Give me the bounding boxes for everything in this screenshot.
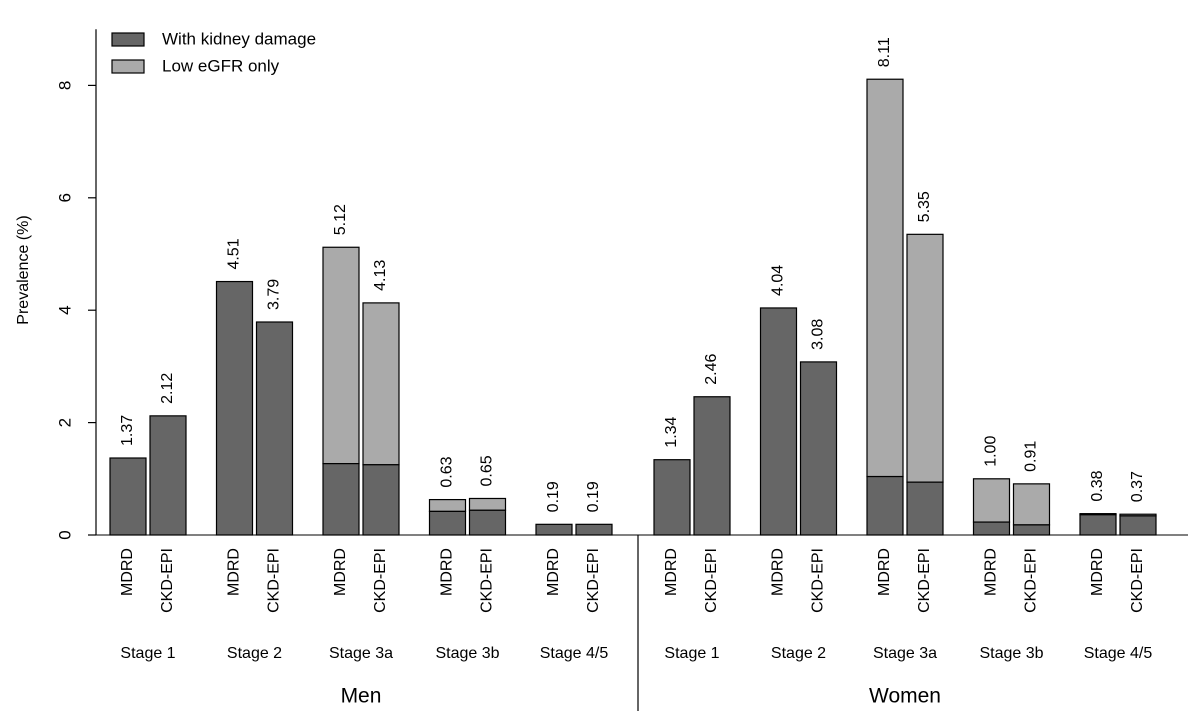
bar-segment-kidney-damage xyxy=(906,481,944,536)
y-tick-label: 0 xyxy=(55,530,74,539)
legend: With kidney damage Low eGFR only xyxy=(111,29,316,75)
stage-label: Stage 3b xyxy=(979,645,1043,662)
bar-segment-low-egfr-only xyxy=(972,478,1011,523)
stage-label: Stage 1 xyxy=(120,645,175,662)
bar-value-label: 0.38 xyxy=(1089,470,1106,501)
method-tick-label: CKD-EPI xyxy=(372,548,389,613)
bar-segment-kidney-damage xyxy=(362,464,400,536)
bar-segment-kidney-damage xyxy=(215,280,254,536)
legend-swatch xyxy=(111,59,145,74)
bar-value-label: 0.91 xyxy=(1023,441,1040,472)
method-tick-label: CKD-EPI xyxy=(703,548,720,613)
method-tick-label: CKD-EPI xyxy=(159,548,176,613)
y-tick-label: 2 xyxy=(55,418,74,427)
method-tick-label: MDRD xyxy=(332,548,349,596)
bar-value-label: 4.04 xyxy=(770,265,787,296)
bar-value-label: 1.00 xyxy=(983,436,1000,467)
bar-segment-kidney-damage xyxy=(1012,524,1051,536)
bar-segment-kidney-damage xyxy=(255,321,294,536)
bar-segment-low-egfr-only xyxy=(362,302,400,466)
bar-value-label: 3.08 xyxy=(810,319,827,350)
bar-segment-kidney-damage xyxy=(428,510,467,536)
stage-label: Stage 2 xyxy=(227,645,282,662)
bars xyxy=(109,78,1157,536)
bar-segment-low-egfr-only xyxy=(428,498,467,512)
group-label: Women xyxy=(869,685,941,708)
stage-label: Stage 3a xyxy=(329,645,393,662)
bar-segment-kidney-damage xyxy=(468,509,507,536)
bar-segment-kidney-damage xyxy=(109,457,147,536)
stage-label: Stage 3b xyxy=(435,645,499,662)
method-tick-label: CKD-EPI xyxy=(1023,548,1040,613)
bar-value-label: 0.37 xyxy=(1129,471,1146,502)
method-tick-label: MDRD xyxy=(876,548,893,596)
legend-label: With kidney damage xyxy=(162,29,316,48)
labels: 1.37 MDRD 2.12 CKD-EPI Stage 1 4.51 MDRD 3.79 CK… xyxy=(119,37,1152,707)
bar-value-label: 0.63 xyxy=(439,456,456,487)
bar-value-label: 2.12 xyxy=(159,373,176,404)
bar-segment-low-egfr-only xyxy=(906,233,944,483)
bar-segment-low-egfr-only xyxy=(866,78,904,478)
bar-segment-kidney-damage xyxy=(535,523,573,536)
bar-value-label: 5.12 xyxy=(332,204,349,235)
bar-value-label: 0.19 xyxy=(545,481,562,512)
stage-label: Stage 3a xyxy=(873,645,937,662)
bar-segment-kidney-damage xyxy=(1119,515,1157,536)
stage-label: Stage 2 xyxy=(771,645,826,662)
method-tick-label: MDRD xyxy=(439,548,456,596)
method-tick-label: MDRD xyxy=(226,548,243,596)
bar-segment-kidney-damage xyxy=(866,475,904,536)
y-axis-label: Prevalence (%) xyxy=(15,215,32,324)
method-tick-label: CKD-EPI xyxy=(810,548,827,613)
bar-segment-kidney-damage xyxy=(759,307,798,536)
method-tick-label: MDRD xyxy=(545,548,562,596)
legend-swatch xyxy=(111,32,145,47)
bar-segment-kidney-damage xyxy=(653,459,691,536)
method-tick-label: MDRD xyxy=(983,548,1000,596)
method-tick-label: MDRD xyxy=(1089,548,1106,596)
method-tick-label: MDRD xyxy=(119,548,136,596)
bar-value-label: 4.13 xyxy=(372,260,389,291)
bar-value-label: 2.46 xyxy=(703,354,720,385)
stage-label: Stage 4/5 xyxy=(1084,645,1153,662)
bar-segment-low-egfr-only xyxy=(1012,483,1051,526)
bar-value-label: 4.51 xyxy=(226,238,243,269)
bar-value-label: 0.65 xyxy=(479,455,496,486)
method-tick-label: CKD-EPI xyxy=(1129,548,1146,613)
bar-value-label: 8.11 xyxy=(876,37,893,67)
bar-value-label: 5.35 xyxy=(916,191,933,222)
bar-segment-kidney-damage xyxy=(149,415,187,536)
bar-value-label: 1.34 xyxy=(663,416,680,447)
y-tick-label: 4 xyxy=(55,305,74,314)
bar-segment-kidney-damage xyxy=(1079,514,1117,536)
method-tick-label: CKD-EPI xyxy=(916,548,933,613)
method-tick-label: MDRD xyxy=(663,548,680,596)
stage-label: Stage 4/5 xyxy=(540,645,609,662)
bar-segment-kidney-damage xyxy=(693,396,731,536)
bar-segment-kidney-damage xyxy=(972,521,1011,536)
bar-value-label: 0.19 xyxy=(585,481,602,512)
method-tick-label: CKD-EPI xyxy=(585,548,602,613)
bar-segment-low-egfr-only xyxy=(322,246,360,465)
bar-segment-kidney-damage xyxy=(799,361,838,536)
bar-value-label: 3.79 xyxy=(266,279,283,310)
bar-value-label: 1.37 xyxy=(119,415,136,446)
method-tick-label: CKD-EPI xyxy=(479,548,496,613)
bar-segment-kidney-damage xyxy=(575,523,613,536)
y-tick-label: 8 xyxy=(55,81,74,90)
bar-segment-kidney-damage xyxy=(322,463,360,536)
stage-label: Stage 1 xyxy=(664,645,719,662)
y-tick-label: 6 xyxy=(55,193,74,202)
bar-segment-low-egfr-only xyxy=(468,497,507,511)
method-tick-label: CKD-EPI xyxy=(266,548,283,613)
method-tick-label: MDRD xyxy=(770,548,787,596)
group-label: Men xyxy=(341,685,382,708)
legend-label: Low eGFR only xyxy=(162,56,280,75)
